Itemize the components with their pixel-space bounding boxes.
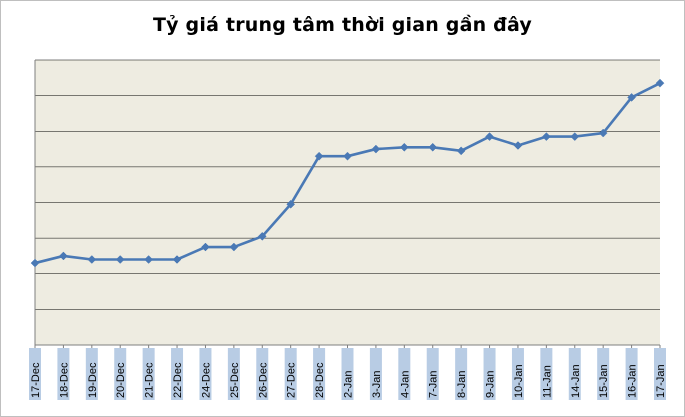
data-point (201, 242, 210, 252)
chart-title: Tỷ giá trung tâm thời gian gần đây (153, 14, 532, 36)
x-tick-label-bg (284, 348, 297, 400)
x-tick-label-bg (455, 348, 468, 400)
data-point (570, 132, 580, 141)
x-tick-label: 22-Dec (172, 362, 184, 398)
x-tick-label-bg (227, 348, 240, 400)
x-tick-label: 16-Jan (627, 364, 639, 398)
x-tick-label: 18-Dec (58, 362, 70, 398)
data-point (655, 78, 665, 88)
x-tick-label: 20-Dec (115, 362, 127, 398)
x-tick-label-bg (341, 348, 354, 400)
x-tick-label-bg (597, 348, 610, 400)
x-tick-label-bg (540, 348, 553, 400)
data-point (428, 142, 438, 152)
x-tick-label-bg (625, 348, 638, 400)
data-point (115, 255, 125, 264)
x-tick-label-bg (114, 348, 127, 400)
x-tick-label: 28-Dec (314, 362, 326, 398)
x-tick-label: 19-Dec (87, 362, 99, 398)
data-point (87, 255, 97, 264)
x-tick-label: 7-Jan (428, 370, 440, 398)
x-tick-label-bg (142, 348, 155, 400)
x-tick-label-bg (85, 348, 98, 400)
data-point (513, 141, 523, 150)
x-tick-label-bg (426, 348, 439, 400)
x-tick-label: 17-Dec (30, 362, 42, 398)
x-tick-label-bg (256, 348, 269, 400)
x-tick-label-bg (171, 348, 184, 400)
x-tick-label: 14-Jan (570, 364, 582, 398)
x-tick-label-bg (313, 348, 326, 400)
data-point (399, 142, 409, 152)
data-point (456, 146, 466, 156)
x-tick-label-bg (57, 348, 70, 400)
data-point (172, 255, 182, 264)
x-tick-label-bg (199, 348, 212, 400)
data-point (30, 258, 40, 268)
x-tick-label: 2-Jan (343, 370, 355, 398)
x-tick-label: 24-Dec (200, 362, 212, 398)
x-tick-label: 17-Jan (655, 364, 667, 398)
x-tick-label: 27-Dec (286, 362, 298, 398)
x-tick-label: 9-Jan (485, 370, 497, 398)
x-tick-label: 11-Jan (541, 365, 553, 398)
x-tick-label: 25-Dec (229, 362, 241, 398)
x-tick-label: 4-Jan (399, 370, 411, 398)
x-tick-label-bg (398, 348, 411, 400)
data-point (59, 251, 68, 261)
x-tick-label: 8-Jan (456, 370, 468, 398)
x-tick-label-bg (568, 348, 581, 400)
data-point (229, 242, 239, 252)
data-point (485, 132, 494, 141)
x-tick-label-bg (511, 348, 524, 400)
data-point (598, 128, 608, 138)
x-tick-label-bg (369, 348, 382, 400)
x-tick-label-bg (483, 348, 496, 400)
data-point (257, 231, 267, 241)
x-tick-label: 10-Jan (513, 364, 525, 398)
data-point (314, 151, 324, 161)
data-point (343, 151, 352, 161)
x-tick-label: 26-Dec (257, 362, 269, 398)
data-point (286, 199, 296, 209)
x-tick-label: 3-Jan (371, 370, 383, 398)
data-point (627, 93, 636, 102)
x-tick-label-bg (654, 348, 666, 400)
x-tick-label: 15-Jan (598, 364, 610, 398)
data-point (144, 255, 153, 264)
x-tick-label-bg (29, 348, 41, 400)
data-point (371, 144, 381, 154)
x-tick-label: 21-Dec (144, 362, 156, 398)
data-point (542, 132, 551, 141)
